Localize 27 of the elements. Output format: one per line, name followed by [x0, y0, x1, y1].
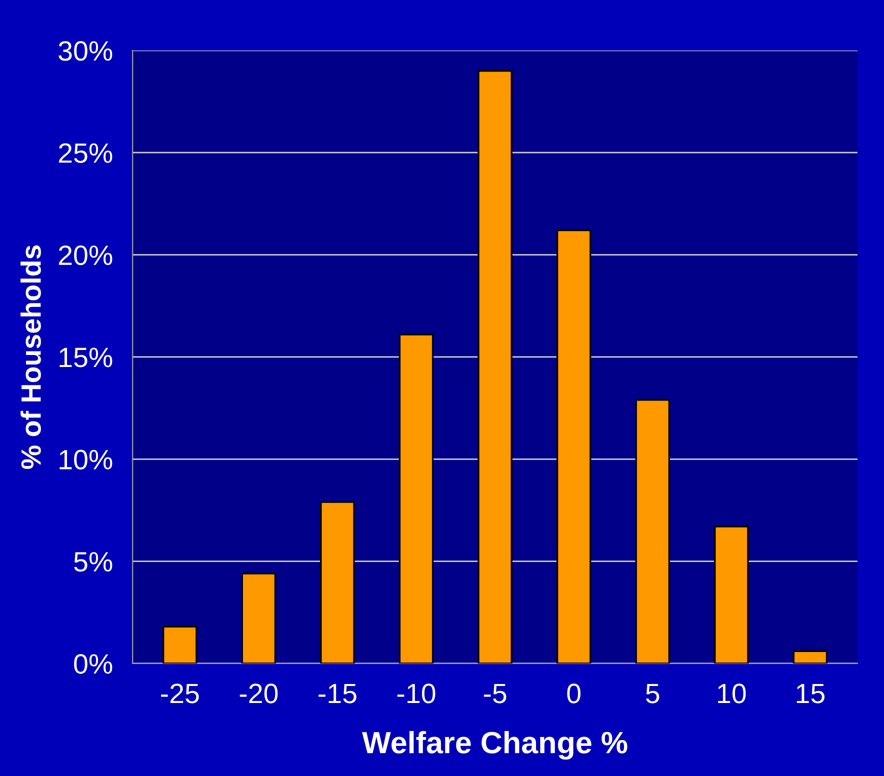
bar — [714, 526, 749, 664]
y-tick-label: 10% — [60, 450, 112, 470]
x-tick-label: 5 — [646, 684, 660, 704]
y-axis-title: % of Households — [20, 245, 41, 469]
y-tick-label: 30% — [58, 41, 112, 61]
bar — [162, 626, 198, 664]
bar — [478, 70, 512, 664]
x-tick-label: -15 — [318, 684, 356, 704]
y-tick-label: 25% — [58, 143, 112, 163]
y-tick-label: 20% — [58, 245, 112, 266]
x-tick-label: -10 — [397, 684, 436, 704]
x-axis-title: Welfare Change % — [362, 731, 628, 760]
bar — [320, 501, 355, 664]
bar — [556, 229, 592, 664]
x-tick-label: 15 — [796, 684, 824, 704]
x-tick-label: 0 — [567, 684, 580, 704]
bar — [241, 572, 276, 664]
y-tick-label: 0% — [74, 654, 112, 674]
x-tick-label: -5 — [484, 684, 506, 704]
y-tick-label: 5% — [74, 552, 112, 572]
bar — [635, 399, 670, 664]
bar — [398, 334, 434, 664]
x-tick-label: -25 — [161, 684, 199, 704]
bar — [792, 650, 828, 664]
x-tick-label: -20 — [240, 684, 278, 704]
y-tick-label: 15% — [60, 348, 112, 368]
x-tick-label: 10 — [718, 684, 746, 704]
